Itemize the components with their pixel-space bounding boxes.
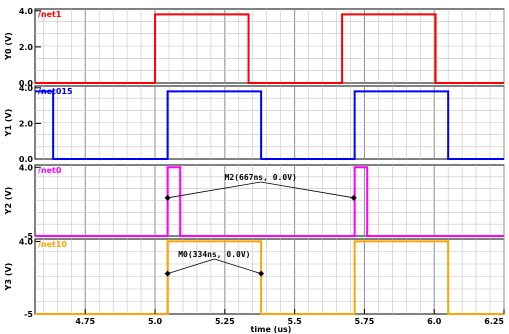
annotation-leader <box>167 181 261 199</box>
x-tick-label: 5.0 <box>148 317 163 326</box>
marker-point <box>258 270 265 277</box>
x-axis-label: time (us) <box>251 325 292 334</box>
y-tick-label: 4.0 <box>19 7 34 16</box>
y-tick-label: 4.0 <box>19 84 34 93</box>
series-name: /net015 <box>38 87 73 96</box>
y-tick-label: 4.0 <box>19 163 34 172</box>
y-tick-label: 4.0 <box>19 237 34 246</box>
x-tick-label: 5.75 <box>355 317 375 326</box>
series-name: /net0 <box>38 166 62 175</box>
series-line <box>35 13 504 84</box>
x-tick-label: 6.0 <box>427 317 442 326</box>
series-line <box>35 166 504 237</box>
marker-annotation: M0(334ns, 0.0V) <box>178 250 250 259</box>
x-tick-label: 5.25 <box>215 317 235 326</box>
y-tick-label: 0.0 <box>19 79 34 88</box>
y-axis-label: Y0 (V) <box>4 32 13 61</box>
panel-2: -5 4.0 Y2 (V) /net0 M2(667ns, 0.0V) <box>4 163 505 241</box>
marker-point <box>164 270 171 277</box>
panel-1: 0.0 2.0 4.0 Y1 (V) /net015 <box>4 84 505 164</box>
marker-point <box>164 194 171 201</box>
marker-point <box>350 194 357 201</box>
y-tick-label: 0.0 <box>19 155 34 164</box>
x-axis: 4.75 5.0 5.25 5.5 5.75 6.0 6.25 <box>75 309 505 326</box>
y-tick-label: 2.0 <box>19 43 34 52</box>
y-axis-label: Y3 (V) <box>4 263 13 292</box>
panel-0: 0.0 2.0 4.0 Y0 (V) /net1 <box>4 7 505 88</box>
panel-3: -5 4.0 Y3 (V) /net10 M0(334ns, 0.0V) <box>4 237 505 319</box>
series-name: /net1 <box>38 10 62 19</box>
y-tick-label: 2.0 <box>19 119 34 128</box>
series-name: /net10 <box>38 240 67 249</box>
annotation-leader <box>260 181 354 199</box>
series-line <box>35 240 504 315</box>
annotation-leader <box>214 258 262 275</box>
series-line <box>35 90 504 160</box>
y-axis-label: Y2 (V) <box>4 187 13 216</box>
marker-annotation: M2(667ns, 0.0V) <box>225 173 297 182</box>
panels: 0.0 2.0 4.0 Y0 (V) /net1 0.0 2.0 4.0 Y1 (V) /net0… <box>4 7 505 319</box>
annotation-leader <box>167 258 215 275</box>
x-tick-label: 5.5 <box>288 317 303 326</box>
x-tick-label: 6.25 <box>484 317 504 326</box>
y-tick-label: -5 <box>24 310 33 319</box>
x-tick-label: 4.75 <box>75 317 95 326</box>
y-tick-label: -5 <box>24 232 33 241</box>
y-axis-label: Y1 (V) <box>4 109 13 138</box>
